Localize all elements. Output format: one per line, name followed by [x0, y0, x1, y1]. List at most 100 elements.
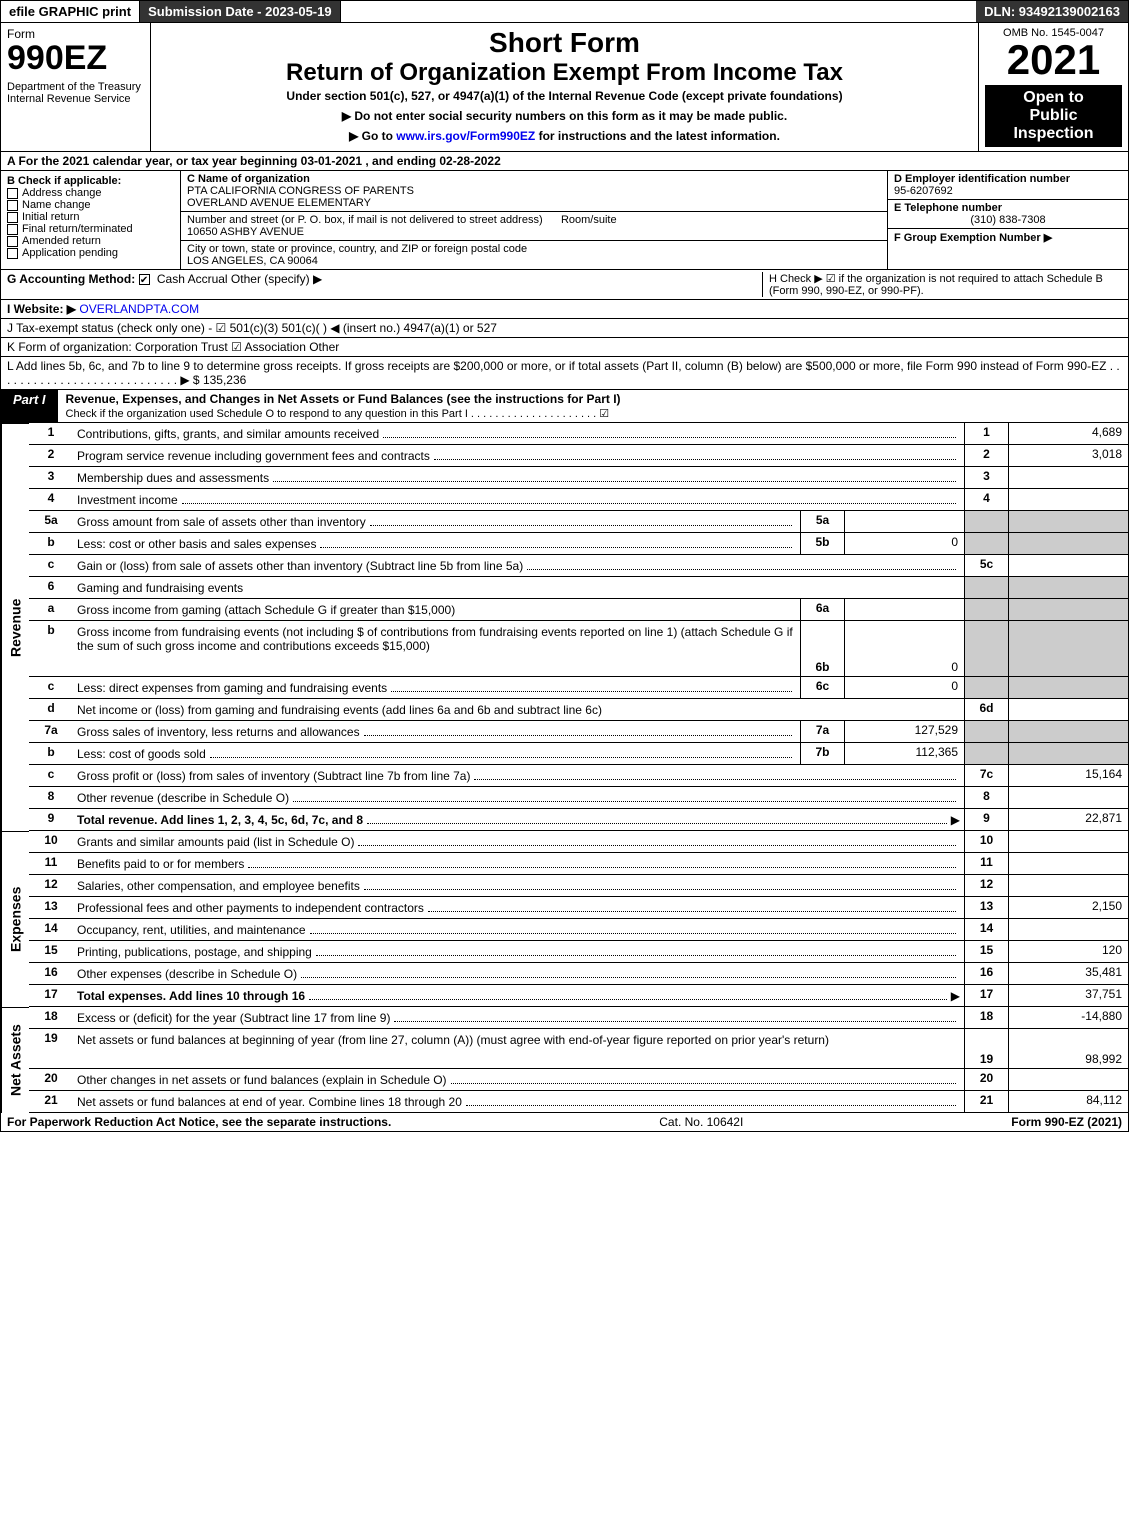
- line-13-desc: Professional fees and other payments to …: [73, 897, 964, 918]
- line-13-rnum: 13: [964, 897, 1008, 918]
- line-5a-rval: [1008, 511, 1128, 532]
- line-6a-inum: 6a: [800, 599, 844, 620]
- line-6b-rval: [1008, 621, 1128, 676]
- group-exemption-label: F Group Exemption Number ▶: [894, 232, 1052, 244]
- line-20-rval: [1008, 1069, 1128, 1090]
- header-note-2: ▶ Go to www.irs.gov/Form990EZ for instru…: [159, 129, 970, 143]
- checkbox-address-change[interactable]: Address change: [7, 187, 174, 199]
- line-8-rnum: 8: [964, 787, 1008, 808]
- line-7a-rval: [1008, 721, 1128, 742]
- org-address-block: Number and street (or P. O. box, if mail…: [181, 212, 887, 241]
- line-5c-rval: [1008, 555, 1128, 576]
- revenue-body: 1 Contributions, gifts, grants, and simi…: [29, 423, 1129, 831]
- expenses-section: Expenses 10 Grants and similar amounts p…: [0, 831, 1129, 1007]
- line-19-num: 19: [29, 1029, 73, 1068]
- line-17-desc: Total expenses. Add lines 10 through 16▶: [73, 985, 964, 1006]
- line-7b-desc: Less: cost of goods sold: [73, 743, 800, 764]
- checkbox-initial-return[interactable]: Initial return: [7, 211, 174, 223]
- line-2-rval: 3,018: [1008, 445, 1128, 466]
- efile-print-label[interactable]: efile GRAPHIC print: [1, 1, 140, 22]
- row-a-tax-year: A For the 2021 calendar year, or tax yea…: [0, 152, 1129, 171]
- line-21-desc: Net assets or fund balances at end of ye…: [73, 1091, 964, 1112]
- line-4-rval: [1008, 489, 1128, 510]
- line-6-num: 6: [29, 577, 73, 598]
- line-6b-desc: Gross income from fundraising events (no…: [73, 621, 800, 676]
- line-14: 14 Occupancy, rent, utilities, and maint…: [29, 919, 1129, 941]
- line-6d-num: d: [29, 699, 73, 720]
- line-6-rnum: [964, 577, 1008, 598]
- line-10-rval: [1008, 831, 1128, 852]
- line-15-num: 15: [29, 941, 73, 962]
- open-to-public-box: Open to Public Inspection: [985, 85, 1122, 147]
- line-12-desc: Salaries, other compensation, and employ…: [73, 875, 964, 896]
- checkbox-final-return[interactable]: Final return/terminated: [7, 223, 174, 235]
- row-k-form-of-org: K Form of organization: Corporation Trus…: [0, 338, 1129, 357]
- line-5b-inum: 5b: [800, 533, 844, 554]
- group-exemption-block: F Group Exemption Number ▶: [888, 229, 1128, 246]
- line-6b: b Gross income from fundraising events (…: [29, 621, 1129, 677]
- irs-link[interactable]: www.irs.gov/Form990EZ: [396, 129, 535, 143]
- line-1: 1 Contributions, gifts, grants, and simi…: [29, 423, 1129, 445]
- line-21: 21 Net assets or fund balances at end of…: [29, 1091, 1129, 1113]
- line-6c-num: c: [29, 677, 73, 698]
- line-7b-rnum: [964, 743, 1008, 764]
- submission-date-label: Submission Date - 2023-05-19: [140, 1, 341, 22]
- line-6b-inum: 6b: [800, 621, 844, 676]
- line-18-num: 18: [29, 1007, 73, 1028]
- line-7b-rval: [1008, 743, 1128, 764]
- line-6a-rval: [1008, 599, 1128, 620]
- line-21-num: 21: [29, 1091, 73, 1112]
- row-g: G Accounting Method: Cash Accrual Other …: [7, 272, 762, 297]
- col-b-label: B Check if applicable:: [7, 175, 174, 187]
- line-6b-ival: 0: [844, 621, 964, 676]
- line-11: 11 Benefits paid to or for members 11: [29, 853, 1129, 875]
- line-6a-rnum: [964, 599, 1008, 620]
- line-12: 12 Salaries, other compensation, and emp…: [29, 875, 1129, 897]
- line-6a-desc: Gross income from gaming (attach Schedul…: [73, 599, 800, 620]
- line-3: 3 Membership dues and assessments 3: [29, 467, 1129, 489]
- line-21-rnum: 21: [964, 1091, 1008, 1112]
- checkbox-amended-return[interactable]: Amended return: [7, 235, 174, 247]
- line-13-rval: 2,150: [1008, 897, 1128, 918]
- line-4-desc: Investment income: [73, 489, 964, 510]
- footer-left: For Paperwork Reduction Act Notice, see …: [7, 1115, 391, 1129]
- checkbox-name-change[interactable]: Name change: [7, 199, 174, 211]
- website-link[interactable]: OVERLANDPTA.COM: [79, 302, 199, 316]
- line-5a: 5a Gross amount from sale of assets othe…: [29, 511, 1129, 533]
- top-bar: efile GRAPHIC print Submission Date - 20…: [0, 0, 1129, 23]
- row-h: H Check ▶ ☑ if the organization is not r…: [762, 272, 1122, 297]
- line-4: 4 Investment income 4: [29, 489, 1129, 511]
- line-7c-desc: Gross profit or (loss) from sales of inv…: [73, 765, 964, 786]
- line-10-rnum: 10: [964, 831, 1008, 852]
- dept-line-1: Department of the Treasury: [7, 81, 144, 93]
- line-12-rval: [1008, 875, 1128, 896]
- checkbox-application-pending[interactable]: Application pending: [7, 247, 174, 259]
- line-6b-rnum: [964, 621, 1008, 676]
- line-17-rval: 37,751: [1008, 985, 1128, 1006]
- ein-block: D Employer identification number 95-6207…: [888, 171, 1128, 200]
- line-16-rval: 35,481: [1008, 963, 1128, 984]
- checkbox-cash[interactable]: [139, 274, 150, 285]
- org-name-1: PTA CALIFORNIA CONGRESS OF PARENTS: [187, 185, 414, 197]
- line-6a: a Gross income from gaming (attach Sched…: [29, 599, 1129, 621]
- line-15-desc: Printing, publications, postage, and shi…: [73, 941, 964, 962]
- line-5b-rnum: [964, 533, 1008, 554]
- line-8-desc: Other revenue (describe in Schedule O): [73, 787, 964, 808]
- line-7c-num: c: [29, 765, 73, 786]
- line-18: 18 Excess or (deficit) for the year (Sub…: [29, 1007, 1129, 1029]
- line-5a-ival: [844, 511, 964, 532]
- line-5c: c Gain or (loss) from sale of assets oth…: [29, 555, 1129, 577]
- open-line-3: Inspection: [989, 125, 1118, 143]
- line-9-rnum: 9: [964, 809, 1008, 830]
- short-form-title: Short Form: [159, 27, 970, 59]
- page-footer: For Paperwork Reduction Act Notice, see …: [0, 1113, 1129, 1132]
- line-14-num: 14: [29, 919, 73, 940]
- side-expenses: Expenses: [1, 831, 29, 1007]
- line-6c: c Less: direct expenses from gaming and …: [29, 677, 1129, 699]
- line-16-num: 16: [29, 963, 73, 984]
- line-3-desc: Membership dues and assessments: [73, 467, 964, 488]
- line-6d-rval: [1008, 699, 1128, 720]
- line-7c: c Gross profit or (loss) from sales of i…: [29, 765, 1129, 787]
- line-6c-ival: 0: [844, 677, 964, 698]
- org-name-2: OVERLAND AVENUE ELEMENTARY: [187, 197, 371, 209]
